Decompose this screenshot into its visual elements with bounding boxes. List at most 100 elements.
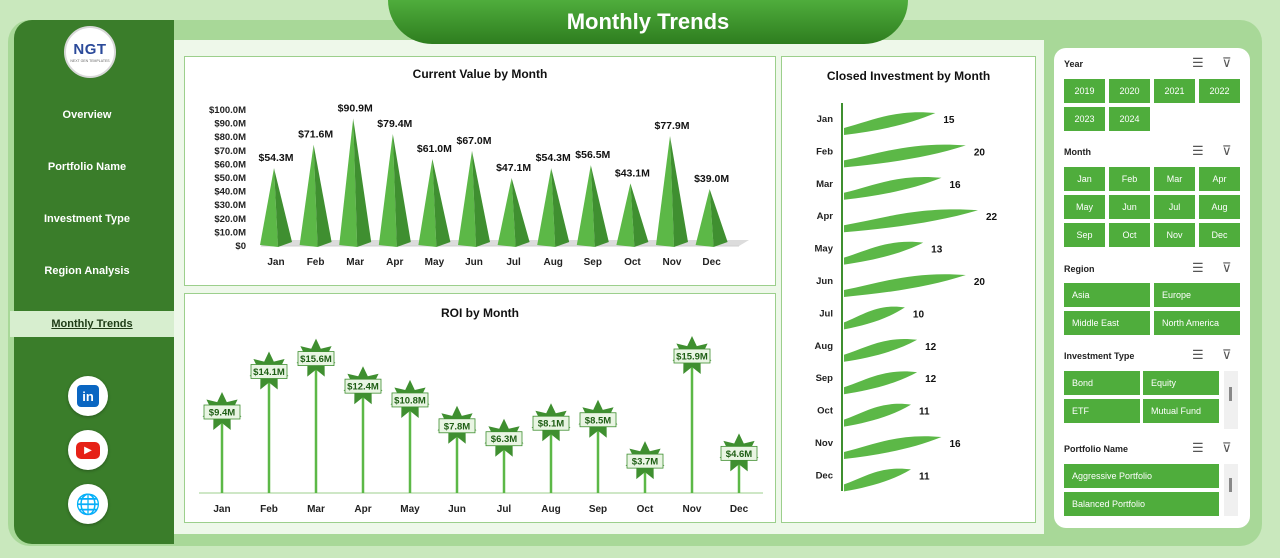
youtube-button[interactable]: ▶: [68, 430, 108, 470]
x-tick-label: Jun: [465, 257, 483, 268]
x-tick-label: Mar: [307, 504, 325, 515]
data-label: 10: [913, 309, 925, 320]
data-label: $14.1M: [253, 367, 285, 378]
y-tick-label: Feb: [816, 146, 833, 157]
data-label: 16: [949, 180, 961, 191]
data-label: $6.3M: [491, 434, 517, 445]
page-title: Monthly Trends: [388, 0, 908, 44]
x-tick-label: Oct: [624, 257, 641, 268]
year-option-2022[interactable]: 2022: [1199, 79, 1240, 103]
logo-text: NGT: [73, 41, 107, 58]
investment-type-scrollbar[interactable]: [1224, 371, 1238, 429]
pyramid-bar-left: [418, 159, 437, 247]
logo-subtext: NEXT GEN TEMPLATES: [70, 59, 110, 63]
data-label: $47.1M: [496, 162, 531, 174]
x-tick-label: Jan: [213, 504, 230, 515]
data-label: 20: [974, 277, 986, 288]
clear-filter-icon[interactable]: ⊽: [1222, 55, 1232, 70]
sidebar-item-portfolio-name[interactable]: Portfolio Name: [47, 161, 127, 173]
month-option-nov[interactable]: Nov: [1154, 223, 1195, 247]
month-option-dec[interactable]: Dec: [1199, 223, 1240, 247]
month-option-apr[interactable]: Apr: [1199, 167, 1240, 191]
month-option-jan[interactable]: Jan: [1064, 167, 1105, 191]
region-option-asia[interactable]: Asia: [1064, 283, 1150, 307]
clear-filter-icon[interactable]: ⊽: [1222, 347, 1232, 362]
month-option-oct[interactable]: Oct: [1109, 223, 1150, 247]
data-label: $61.0M: [417, 143, 452, 155]
year-option-2020[interactable]: 2020: [1109, 79, 1150, 103]
roi-label-box: [203, 404, 241, 420]
region-slicer-title: Region: [1064, 264, 1095, 274]
portfolio-name-scrollbar[interactable]: [1224, 464, 1238, 516]
year-option-2024[interactable]: 2024: [1109, 107, 1150, 131]
globe-icon: 🌐: [75, 493, 101, 516]
region-option-middle-east[interactable]: Middle East: [1064, 311, 1150, 335]
y-tick-label: $10.0M: [214, 227, 246, 238]
data-label: $56.5M: [575, 149, 610, 161]
roi-label-box: [673, 348, 711, 364]
pyramid-bar-right: [392, 134, 411, 247]
investment-type-option-etf[interactable]: ETF: [1064, 399, 1140, 423]
portfolio-option-aggressive[interactable]: Aggressive Portfolio: [1064, 464, 1219, 488]
month-option-aug[interactable]: Aug: [1199, 195, 1240, 219]
multi-select-icon[interactable]: ☰: [1192, 440, 1204, 455]
investment-type-option-equity[interactable]: Equity: [1143, 371, 1219, 395]
investment-type-option-bond[interactable]: Bond: [1064, 371, 1140, 395]
pyramid-bar-left: [695, 188, 714, 247]
region-option-north-america[interactable]: North America: [1154, 311, 1240, 335]
roi-label-box: [344, 378, 382, 394]
x-tick-label: Dec: [702, 257, 721, 268]
clear-filter-icon[interactable]: ⊽: [1222, 440, 1232, 455]
region-option-europe[interactable]: Europe: [1154, 283, 1240, 307]
year-option-2021[interactable]: 2021: [1154, 79, 1195, 103]
month-option-mar[interactable]: Mar: [1154, 167, 1195, 191]
month-option-jun[interactable]: Jun: [1109, 195, 1150, 219]
sidebar-item-investment-type[interactable]: Investment Type: [44, 213, 130, 225]
data-label: $12.4M: [347, 382, 379, 393]
multi-select-icon[interactable]: ☰: [1192, 55, 1204, 70]
linkedin-button[interactable]: in: [68, 376, 108, 416]
sidebar-item-overview[interactable]: Overview: [62, 109, 112, 121]
flag-bar: [844, 144, 966, 168]
month-option-may[interactable]: May: [1064, 195, 1105, 219]
y-tick-label: Jul: [819, 308, 833, 319]
flag-bar: [844, 436, 942, 459]
y-tick-label: $30.0M: [214, 200, 246, 211]
data-label: $77.9M: [654, 120, 689, 132]
multi-select-icon[interactable]: ☰: [1192, 143, 1204, 158]
pyramid-bar-left: [339, 118, 358, 247]
pyramid-bar-right: [511, 177, 530, 247]
portfolio-option-balanced[interactable]: Balanced Portfolio: [1064, 492, 1219, 516]
y-tick-label: $100.0M: [209, 105, 246, 116]
year-option-2023[interactable]: 2023: [1064, 107, 1105, 131]
x-tick-label: Jul: [497, 504, 512, 515]
x-tick-label: Sep: [589, 504, 607, 515]
globe-button[interactable]: 🌐: [68, 484, 108, 524]
data-label: $90.9M: [338, 102, 373, 114]
sidebar-item-region-analysis[interactable]: Region Analysis: [44, 265, 130, 277]
flag-bar: [844, 112, 936, 135]
x-tick-label: Aug: [543, 257, 562, 268]
clear-filter-icon[interactable]: ⊽: [1222, 143, 1232, 158]
y-tick-label: Nov: [815, 438, 834, 449]
month-option-jul[interactable]: Jul: [1154, 195, 1195, 219]
closed-investment-panel: Closed Investment by Month 15 Jan 20 Feb 16 M…: [781, 56, 1036, 523]
year-slicer-title: Year: [1064, 59, 1084, 69]
data-label: $8.1M: [538, 419, 564, 430]
pyramid-bar-right: [590, 165, 609, 247]
clear-filter-icon[interactable]: ⊽: [1222, 260, 1232, 275]
month-option-feb[interactable]: Feb: [1109, 167, 1150, 191]
pyramid-bar-left: [576, 165, 595, 247]
pyramid-bar-right: [709, 188, 728, 247]
pyramid-bar-left: [616, 183, 635, 247]
investment-type-option-mutual-fund[interactable]: Mutual Fund: [1143, 399, 1219, 423]
sidebar-item-monthly-trends[interactable]: Monthly Trends: [10, 311, 174, 337]
pyramid-bar-right: [472, 150, 490, 247]
month-option-sep[interactable]: Sep: [1064, 223, 1105, 247]
year-option-2019[interactable]: 2019: [1064, 79, 1105, 103]
multi-select-icon[interactable]: ☰: [1192, 347, 1204, 362]
linkedin-icon: in: [77, 385, 99, 407]
y-tick-label: $60.0M: [214, 159, 246, 170]
multi-select-icon[interactable]: ☰: [1192, 260, 1204, 275]
pyramid-bar-left: [497, 177, 516, 247]
